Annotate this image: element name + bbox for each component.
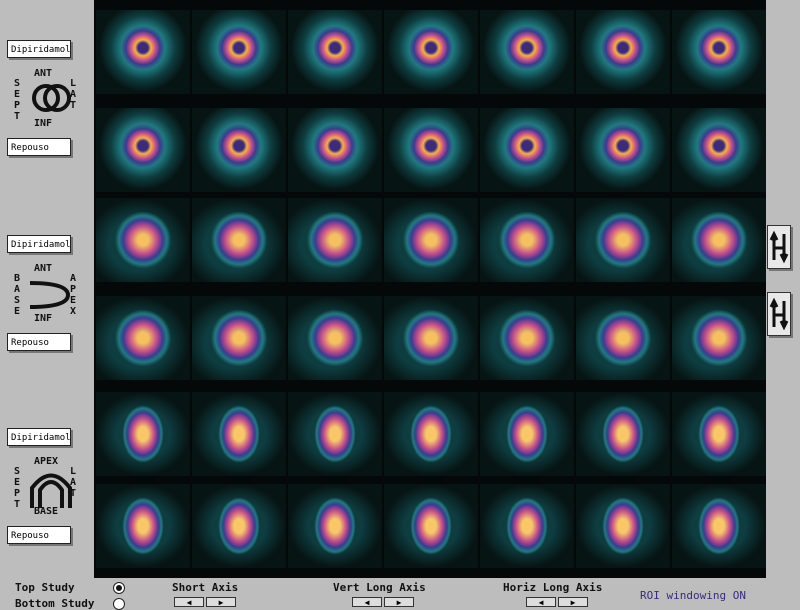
view-label: Vert Long Axis	[333, 581, 426, 594]
image-viewer	[94, 0, 766, 578]
scan-image	[192, 108, 286, 192]
orientation-icon	[30, 473, 72, 508]
study-button[interactable]: Repouso	[7, 526, 71, 544]
scan-image	[384, 296, 478, 380]
scan-image	[288, 296, 382, 380]
view-arrows: ◀ ▶	[526, 597, 588, 607]
orientation-diagram	[24, 458, 80, 514]
swap-button[interactable]	[767, 225, 791, 269]
next-button[interactable]: ▶	[384, 597, 414, 607]
prev-button[interactable]: ◀	[352, 597, 382, 607]
orientation-label: ANT	[34, 263, 53, 274]
scan-image	[384, 392, 478, 476]
orientation-icon	[29, 281, 71, 309]
scan-image	[192, 484, 286, 568]
orientation-label: BASE	[34, 506, 59, 517]
scan-image	[672, 392, 766, 476]
scan-image	[672, 198, 766, 282]
study-button[interactable]: Repouso	[7, 333, 71, 351]
orientation-icon	[32, 84, 71, 112]
scan-image	[192, 10, 286, 94]
scan-image	[96, 10, 190, 94]
scan-image	[288, 198, 382, 282]
swap-button[interactable]	[767, 292, 791, 336]
scan-image	[672, 484, 766, 568]
next-button[interactable]: ▶	[206, 597, 236, 607]
scan-image	[480, 108, 574, 192]
scan-image	[672, 108, 766, 192]
scan-image	[96, 108, 190, 192]
orientation-label: ANT	[34, 68, 53, 79]
scan-image	[576, 296, 670, 380]
radio-bottom[interactable]	[113, 598, 125, 610]
scan-image	[384, 198, 478, 282]
scan-image	[576, 10, 670, 94]
orientation-label: LAT	[70, 466, 77, 499]
scan-image	[672, 296, 766, 380]
orientation-diagram	[24, 70, 80, 126]
orientation-label: INF	[34, 313, 53, 324]
orientation-label: LAT	[70, 78, 77, 111]
scan-image	[96, 484, 190, 568]
study-button[interactable]: Repouso	[7, 138, 71, 156]
scan-image	[192, 296, 286, 380]
orientation-diagram	[24, 265, 80, 321]
next-button[interactable]: ▶	[558, 597, 588, 607]
scan-image	[288, 392, 382, 476]
scan-image	[480, 296, 574, 380]
scan-image	[576, 108, 670, 192]
radio-top[interactable]	[113, 582, 125, 594]
scan-image	[384, 484, 478, 568]
swap-icon	[769, 297, 789, 331]
view-arrows: ◀ ▶	[352, 597, 414, 607]
study-button[interactable]: Dipiridamol	[7, 40, 71, 58]
scan-image	[96, 296, 190, 380]
status-text: ROI windowing ON	[640, 589, 746, 602]
view-arrows: ◀ ▶	[174, 597, 236, 607]
study-label: Top Study	[15, 581, 75, 594]
scan-image	[96, 392, 190, 476]
scan-image	[576, 392, 670, 476]
view-label: Horiz Long Axis	[503, 581, 603, 594]
orientation-label: SEPT	[14, 78, 21, 122]
scan-image	[480, 10, 574, 94]
scan-image	[192, 198, 286, 282]
scan-image	[576, 484, 670, 568]
study-button[interactable]: Dipiridamol	[7, 235, 71, 253]
prev-button[interactable]: ◀	[174, 597, 204, 607]
swap-icon	[769, 230, 789, 264]
scan-image	[288, 108, 382, 192]
orientation-label: BASE	[14, 273, 21, 317]
study-label: Bottom Study	[15, 597, 95, 610]
orientation-label: APEX	[70, 273, 77, 317]
scan-image	[576, 198, 670, 282]
scan-image	[192, 392, 286, 476]
orientation-label: APEX	[34, 456, 59, 467]
scan-image	[384, 108, 478, 192]
scan-image	[288, 10, 382, 94]
scan-image	[480, 392, 574, 476]
radio-dot	[116, 585, 122, 591]
scan-image	[480, 484, 574, 568]
scan-image	[672, 10, 766, 94]
study-button[interactable]: Dipiridamol	[7, 428, 71, 446]
scan-image	[480, 198, 574, 282]
scan-image	[288, 484, 382, 568]
scan-image	[96, 198, 190, 282]
view-label: Short Axis	[172, 581, 239, 594]
orientation-label: INF	[34, 118, 53, 129]
scan-image	[384, 10, 478, 94]
prev-button[interactable]: ◀	[526, 597, 556, 607]
orientation-label: SEPT	[14, 466, 21, 510]
